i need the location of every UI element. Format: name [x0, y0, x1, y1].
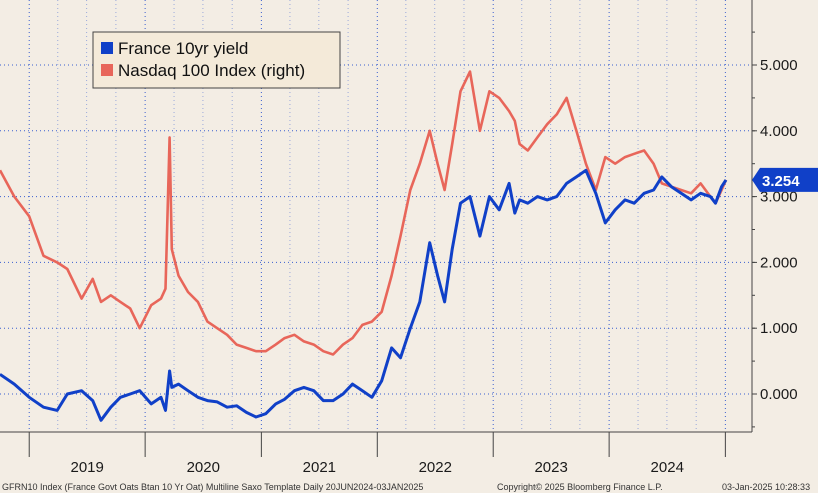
legend-box — [92, 31, 341, 89]
footer-center: Copyright© 2025 Bloomberg Finance L.P. — [497, 482, 663, 492]
legend: France 10yr yield Nasdaq 100 Index (right… — [92, 31, 341, 89]
legend-swatch — [101, 64, 113, 76]
y-tick-label: 4.000 — [760, 123, 798, 140]
y-tick-label: 0.000 — [760, 386, 798, 403]
x-tick-label: 2021 — [303, 459, 336, 476]
series-layer — [0, 70, 728, 422]
last-value-box — [752, 167, 818, 192]
y-tick-label: 1.000 — [760, 320, 798, 337]
axis-layer: 5.000 4.000 3.000 2.000 1.000 0.000 2019 2020 20… — [0, 0, 818, 476]
x-tick-label: 2023 — [534, 459, 567, 476]
y-tick-label: 5.000 — [760, 57, 798, 74]
x-tick-label: 2020 — [187, 459, 220, 476]
footer: GFRN10 Index (France Govt Oats Btan 10 Y… — [2, 482, 810, 492]
last-value-label: 3.254 — [762, 173, 800, 190]
series-line-nasdaq-100 — [0, 70, 728, 356]
footer-left: GFRN10 Index (France Govt Oats Btan 10 Y… — [2, 482, 423, 492]
x-tick-label: 2022 — [419, 459, 452, 476]
x-tick-label: 2019 — [70, 459, 103, 476]
series-line-france-10yr — [0, 168, 728, 422]
legend-swatch — [101, 42, 113, 54]
x-tick-label: 2024 — [651, 459, 684, 476]
y-tick-label: 3.000 — [760, 189, 798, 206]
y-tick-label: 2.000 — [760, 254, 798, 271]
legend-label: Nasdaq 100 Index (right) — [118, 61, 305, 80]
footer-right: 03-Jan-2025 10:28:33 — [722, 482, 810, 492]
legend-label: France 10yr yield — [118, 39, 248, 58]
